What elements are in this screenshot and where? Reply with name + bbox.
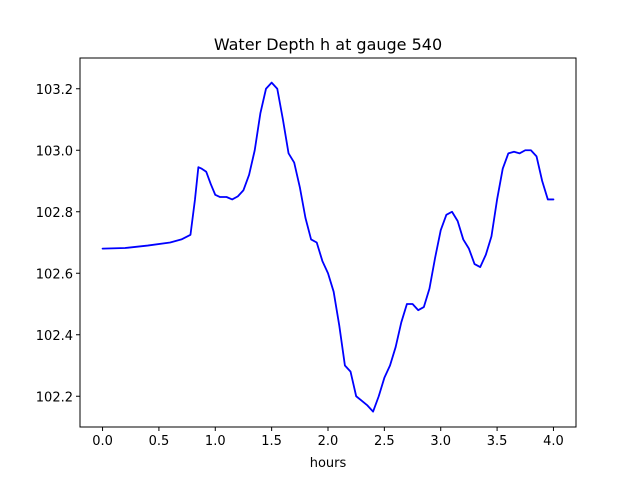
x-tick-label: 2.5 xyxy=(374,434,395,449)
y-tick-label: 102.4 xyxy=(36,329,73,344)
x-tick-label: 0.0 xyxy=(92,434,113,449)
y-tick-label: 103.0 xyxy=(36,144,73,159)
x-tick-label: 0.5 xyxy=(149,434,170,449)
x-tick-label: 3.0 xyxy=(430,434,451,449)
chart-title: Water Depth h at gauge 540 xyxy=(214,35,442,54)
x-tick-label: 2.0 xyxy=(318,434,339,449)
x-tick-label: 4.0 xyxy=(543,434,564,449)
y-tick-label: 103.2 xyxy=(36,83,73,98)
series-line-0 xyxy=(101,81,555,413)
x-axis-label: hours xyxy=(310,456,347,471)
x-tick-label: 1.5 xyxy=(261,434,282,449)
y-tick-label: 102.6 xyxy=(36,267,73,282)
y-tick-label: 102.8 xyxy=(36,206,73,221)
plot-area: 0.0 0.5 1.0 1.5 2.0 2.5 3.0 3.5 4.0 102.2 102.4 102… xyxy=(36,57,577,449)
y-tick-label: 102.2 xyxy=(36,390,73,405)
x-tick-label: 1.0 xyxy=(205,434,226,449)
x-tick-label: 3.5 xyxy=(487,434,508,449)
